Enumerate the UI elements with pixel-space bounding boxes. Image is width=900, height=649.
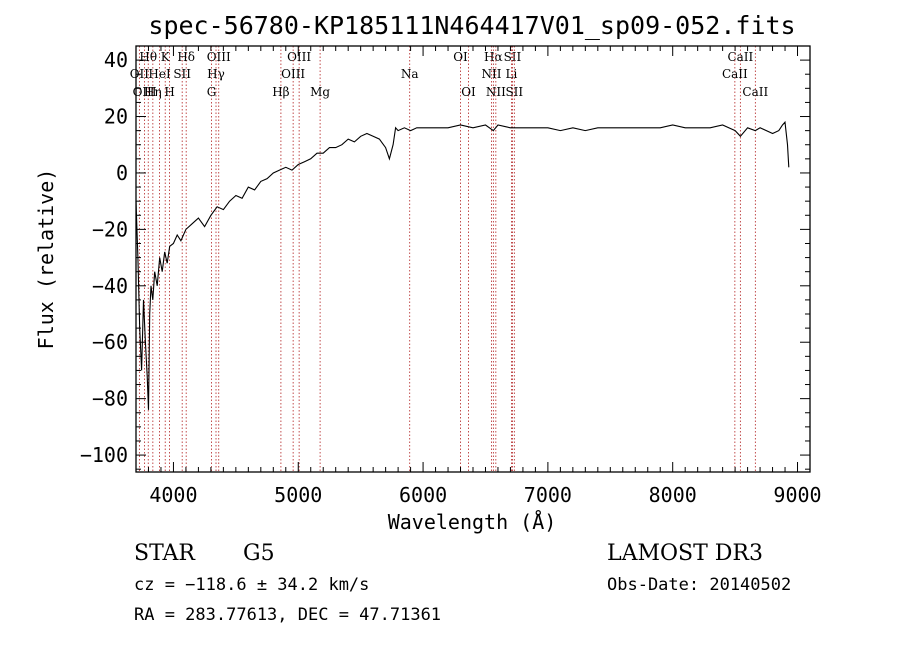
x-tick-label: 9000: [773, 483, 821, 507]
line-id-label: NII: [486, 85, 506, 99]
x-tick-label: 6000: [399, 483, 447, 507]
line-id-label: CaII: [727, 50, 753, 64]
subclass: G5: [243, 541, 275, 566]
line-id-label: Hθ: [139, 50, 157, 64]
line-id-label: OIII: [287, 50, 311, 64]
y-tick-label: −80: [92, 387, 128, 411]
line-id-label: SII: [505, 85, 523, 99]
x-tick-label: 8000: [649, 483, 697, 507]
x-tick-label: 5000: [274, 483, 322, 507]
obs-date: Obs-Date: 20140502: [607, 575, 791, 595]
x-axis: 4000 5000 6000 7000 8000 9000: [135, 46, 822, 507]
line-id-label: OIII: [281, 67, 305, 81]
redshift-velocity: cz = −118.6 ± 34.2 km/s: [134, 575, 369, 595]
line-id-label: Hα: [484, 50, 503, 64]
coordinates: RA = 283.77613, DEC = 47.71361: [134, 605, 441, 625]
y-axis: −100 −80 −60 −40 −20 0 20 40: [80, 45, 810, 470]
line-id-label: K: [161, 50, 171, 64]
line-id-label: Hη: [144, 85, 162, 99]
line-id-label: CaII: [722, 67, 748, 81]
plot-frame: [135, 45, 811, 473]
line-id-label: G: [207, 85, 217, 99]
line-id-label: NII: [481, 67, 501, 81]
spectrum-line: [135, 120, 790, 410]
x-tick-label: 7000: [524, 483, 572, 507]
y-tick-label: −100: [80, 443, 128, 467]
y-tick-label: −40: [92, 274, 128, 298]
line-id-label: Hγ: [207, 67, 225, 81]
line-id-label: Na: [401, 67, 419, 81]
y-axis-label: Flux (relative): [34, 169, 58, 350]
chart-title: spec-56780-KP185111N464417V01_sp09-052.f…: [148, 11, 795, 40]
y-tick-label: 40: [104, 48, 128, 72]
line-id-label: SII: [504, 50, 522, 64]
line-id-label: Mg: [310, 85, 330, 99]
x-tick-label: 4000: [149, 483, 197, 507]
line-id-label: OIII: [207, 50, 231, 64]
line-id-label: OI: [453, 50, 468, 64]
spectrum-series: [135, 120, 790, 410]
x-axis-label: Wavelength (Å): [388, 510, 557, 534]
line-id-label: CaII: [742, 85, 768, 99]
line-id-label: OI: [461, 85, 476, 99]
line-id-label: H: [164, 85, 174, 99]
survey-name: LAMOST DR3: [607, 541, 763, 566]
line-id-label: HeI: [148, 67, 171, 81]
line-id-label: Hβ: [272, 85, 289, 99]
y-tick-label: −60: [92, 330, 128, 354]
y-tick-label: −20: [92, 217, 128, 241]
y-tick-label: 0: [116, 161, 128, 185]
y-tick-label: 20: [104, 105, 128, 129]
object-class: STAR: [134, 541, 196, 566]
line-id-label: SII: [173, 67, 191, 81]
line-id-label: Hδ: [177, 50, 195, 64]
line-id-label: Li: [506, 67, 518, 81]
